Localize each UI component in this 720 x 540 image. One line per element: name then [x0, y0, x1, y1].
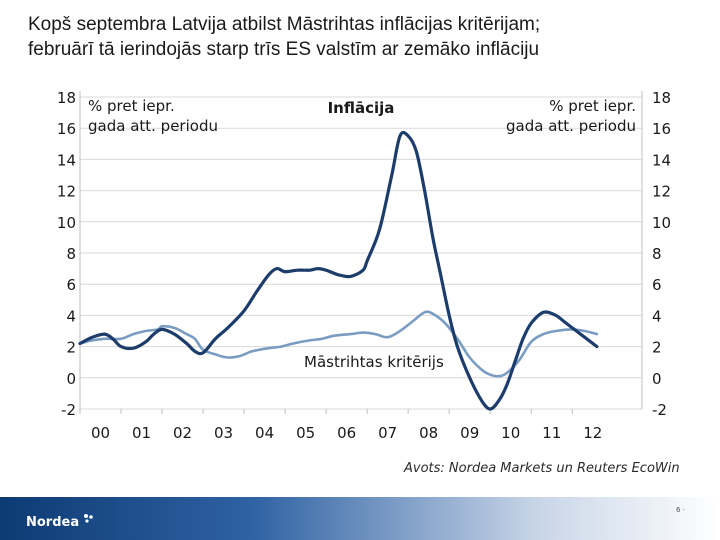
nordea-logo-mark-icon: [84, 514, 93, 523]
series-line-inflacija: [78, 130, 599, 411]
chart-title: Inflācija: [328, 99, 395, 117]
y-tick-right--2: -2: [652, 401, 667, 419]
x-tick-label-11: 11: [542, 424, 561, 442]
x-tick-label-01: 01: [132, 424, 151, 442]
y-label-right-line-1: % pret iepr.: [549, 97, 636, 115]
slide-title-line-1: Kopš septembra Latvija atbilst Māstrihta…: [28, 14, 541, 35]
nordea-logo: Nordea: [26, 515, 80, 530]
slide-title: Kopš septembra Latvija atbilst Māstrihta…: [28, 12, 698, 62]
y-tick-left-12: 12: [57, 183, 76, 201]
y-tick-right-18: 18: [652, 89, 671, 107]
y-tick-left-18: 18: [57, 89, 76, 107]
y-tick-left-8: 8: [66, 245, 76, 263]
footer-bar: [0, 497, 720, 540]
x-tick-label-04: 04: [255, 424, 274, 442]
series-lines: [78, 130, 599, 411]
x-tick-label-12: 12: [583, 424, 602, 442]
y-tick-left-16: 16: [57, 120, 76, 138]
y-tick-right-12: 12: [652, 183, 671, 201]
y-label-left-line-2: gada att. periodu: [88, 117, 218, 135]
gridlines: [80, 96, 642, 410]
y-tick-left-0: 0: [66, 370, 76, 388]
x-tick-label-00: 00: [91, 424, 110, 442]
y-tick-left-6: 6: [66, 276, 76, 294]
y-label-left-line-1: % pret iepr.: [88, 97, 175, 115]
chart-labels: Inflācija % pret iepr. gada att. periodu % …: [88, 97, 636, 371]
y-tick-right-0: 0: [652, 370, 662, 388]
x-tick-label-03: 03: [214, 424, 233, 442]
x-tick-label-02: 02: [173, 424, 192, 442]
slide-title-line-2: februārī tā ierindojās starp trīs ES val…: [28, 39, 540, 60]
y-tick-left-4: 4: [66, 307, 76, 325]
y-tick-left-10: 10: [57, 214, 76, 232]
x-tick-label-09: 09: [460, 424, 479, 442]
y-tick-right-16: 16: [652, 120, 671, 138]
y-tick-right-8: 8: [652, 245, 662, 263]
x-tick-label-10: 10: [501, 424, 520, 442]
y-tick-left-2: 2: [66, 339, 76, 357]
y-tick-right-2: 2: [652, 339, 662, 357]
y-tick-left--2: -2: [61, 401, 76, 419]
x-tick-label-07: 07: [378, 424, 397, 442]
x-tick-label-05: 05: [296, 424, 315, 442]
y-tick-right-14: 14: [652, 151, 671, 169]
y-tick-right-4: 4: [652, 307, 662, 325]
y-label-right-line-2: gada att. periodu: [506, 117, 636, 135]
x-tick-label-06: 06: [337, 424, 356, 442]
x-tick-label-08: 08: [419, 424, 438, 442]
page-number: 6 ·: [676, 506, 685, 514]
source-note: Avots: Nordea Markets un Reuters EcoWin: [404, 461, 680, 476]
y-tick-left-14: 14: [57, 151, 76, 169]
y-tick-right-10: 10: [652, 214, 671, 232]
series-line-mastrihtas-kriterijs: [78, 310, 599, 378]
criterion-annotation: Māstrihtas kritērijs: [304, 353, 444, 371]
y-tick-right-6: 6: [652, 276, 662, 294]
